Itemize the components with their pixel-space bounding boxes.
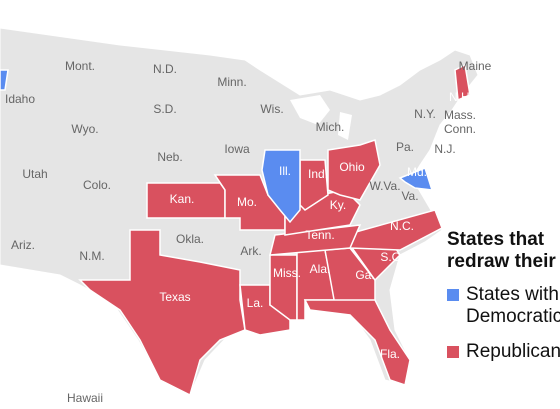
state-label: Pa.	[396, 140, 414, 154]
state-label: Del.	[426, 165, 447, 179]
legend-label: Democratic	[466, 306, 560, 327]
state-label: N.M.	[79, 249, 104, 263]
state-label: Tenn.	[305, 228, 334, 242]
state-label: N.Y.	[414, 107, 436, 121]
state-label: Mich.	[316, 120, 345, 134]
legend: States that redraw their States with Dem…	[447, 229, 560, 362]
state-label: Mass.	[444, 108, 476, 122]
state-label: Conn.	[444, 122, 476, 136]
state-mississippi	[269, 254, 298, 321]
state-label: La.	[247, 296, 264, 310]
state-label: Ark.	[240, 244, 261, 258]
legend-swatch	[447, 289, 459, 301]
state-texas	[78, 229, 246, 397]
state-label: S.D.	[153, 102, 176, 116]
state-label: Fla.	[380, 347, 400, 361]
state-label: Wis.	[260, 102, 283, 116]
legend-label: States with	[466, 284, 559, 305]
state-label: Va.	[401, 189, 418, 203]
state-label: Hawaii	[67, 391, 103, 404]
state-maryland	[398, 167, 434, 191]
lake	[338, 112, 352, 140]
state-label: Neb.	[157, 150, 182, 164]
state-label: Ariz.	[11, 238, 35, 252]
state-label: N.D.	[153, 62, 177, 76]
legend-swatch	[447, 346, 459, 358]
state-label: Colo.	[83, 178, 111, 192]
state-label: N.J.	[434, 142, 455, 156]
legend-title: States that	[447, 229, 545, 250]
state-west-bit	[0, 69, 9, 91]
state-label: Wyo.	[71, 122, 98, 136]
state-label: Maine	[459, 59, 492, 73]
state-label: Ga.	[355, 268, 374, 282]
state-label: Idaho	[5, 92, 35, 106]
state-ohio	[327, 139, 381, 201]
state-label: Mo.	[237, 195, 257, 209]
state-label: Miss.	[273, 266, 301, 280]
legend-title: redraw their	[447, 251, 556, 272]
state-label: Utah	[22, 167, 47, 181]
state-label: Ind.	[308, 167, 328, 181]
state-new-hampshire	[454, 63, 471, 102]
state-label: Md.	[407, 165, 427, 179]
state-label: Ohio	[339, 160, 365, 174]
state-label: Kan.	[170, 192, 195, 206]
lake	[290, 95, 330, 125]
state-label: Ky.	[330, 198, 346, 212]
state-florida	[303, 299, 411, 386]
state-label: S.C.	[380, 250, 403, 264]
state-label: Ala.	[310, 262, 331, 276]
state-label: N.H.	[449, 90, 473, 104]
state-label: Ill.	[279, 164, 291, 178]
state-label: W.Va.	[369, 179, 400, 193]
state-label: Texas	[159, 290, 190, 304]
state-label: Minn.	[217, 75, 246, 89]
legend-label: Republican	[466, 341, 560, 362]
state-label: Okla.	[176, 232, 204, 246]
state-label: Mont.	[65, 59, 95, 73]
state-label: Iowa	[224, 142, 250, 156]
state-label: N.C.	[390, 219, 414, 233]
state-illinois	[261, 149, 301, 224]
state-missouri	[213, 174, 286, 231]
